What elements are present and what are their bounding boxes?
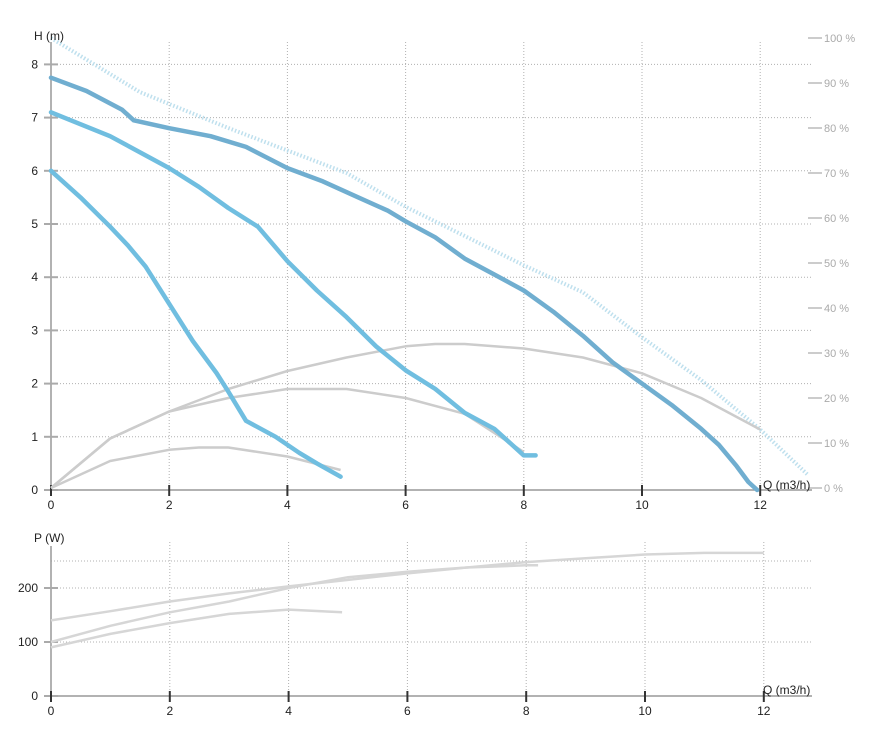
power-y-tick-label: 200 bbox=[18, 581, 38, 595]
efficiency-tick-label: 10 % bbox=[824, 438, 849, 450]
power-curves bbox=[50, 551, 764, 649]
head-x-tick-label: 4 bbox=[284, 498, 291, 512]
total-efficiency-curve bbox=[49, 36, 809, 476]
efficiency-tick-label: 50 % bbox=[824, 258, 849, 270]
head-curve-2 bbox=[48, 110, 538, 458]
head-y-tick-label: 0 bbox=[31, 483, 38, 497]
efficiency-tick-label: 90 % bbox=[824, 78, 849, 90]
efficiency-tick-label: 40 % bbox=[824, 303, 849, 315]
power-axis-title: P (W) bbox=[34, 531, 64, 545]
efficiency-tick-label: 100 % bbox=[824, 33, 855, 45]
head-chart-grid bbox=[51, 42, 812, 490]
head-y-tick-label: 8 bbox=[31, 57, 38, 71]
head-chart-axes bbox=[44, 37, 822, 496]
head-y-tick-label: 3 bbox=[31, 323, 38, 337]
power-x-axis-title: Q (m3/h) bbox=[763, 683, 810, 697]
head-y-tick-label: 7 bbox=[31, 111, 38, 125]
power-x-tick-label: 2 bbox=[166, 704, 173, 718]
power-x-tick-label: 4 bbox=[285, 704, 292, 718]
power-y-tick-label: 0 bbox=[31, 689, 38, 703]
head-x-tick-label: 6 bbox=[402, 498, 409, 512]
power-curve-2 bbox=[50, 564, 539, 644]
power-chart: 0 100 200 0 2 4 6 8 10 12 P (W) Q (m3/h) bbox=[18, 531, 812, 718]
power-x-tick-label: 8 bbox=[523, 704, 530, 718]
head-curves bbox=[48, 75, 760, 493]
head-x-axis-title: Q (m3/h) bbox=[763, 478, 810, 492]
efficiency-curve bbox=[50, 342, 761, 489]
efficiency-tick-label: 80 % bbox=[824, 123, 849, 135]
power-chart-grid bbox=[51, 542, 812, 696]
efficiency-tick-label: 60 % bbox=[824, 213, 849, 225]
head-x-tick-label: 12 bbox=[754, 498, 768, 512]
head-y-tick-label: 2 bbox=[31, 377, 38, 391]
head-x-tick-label: 0 bbox=[48, 498, 55, 512]
efficiency-curves bbox=[49, 36, 809, 490]
efficiency-tick-label: 30 % bbox=[824, 348, 849, 360]
power-curve-1 bbox=[50, 551, 764, 622]
efficiency-curve bbox=[50, 387, 525, 489]
power-y-tick-label: 100 bbox=[18, 635, 38, 649]
power-x-tick-label: 6 bbox=[404, 704, 411, 718]
head-axis-title: H (m) bbox=[34, 29, 64, 43]
head-y-tick-label: 5 bbox=[31, 217, 38, 231]
efficiency-tick-label: 0 % bbox=[824, 483, 843, 495]
power-curve-3 bbox=[50, 608, 343, 649]
head-x-tick-label: 10 bbox=[635, 498, 649, 512]
head-y-tick-label: 6 bbox=[31, 164, 38, 178]
head-curve-3 bbox=[48, 168, 343, 479]
efficiency-tick-label: 20 % bbox=[824, 393, 849, 405]
head-x-tick-label: 8 bbox=[520, 498, 527, 512]
power-x-tick-label: 10 bbox=[638, 704, 652, 718]
efficiency-curve bbox=[50, 446, 341, 490]
head-y-tick-label: 4 bbox=[31, 270, 38, 284]
head-y-tick-label: 1 bbox=[31, 430, 38, 444]
power-chart-labels: 0 100 200 0 2 4 6 8 10 12 bbox=[18, 581, 771, 718]
power-x-tick-label: 0 bbox=[48, 704, 55, 718]
efficiency-tick-label: 70 % bbox=[824, 168, 849, 180]
head-x-tick-label: 2 bbox=[166, 498, 173, 512]
head-curve-1 bbox=[48, 75, 760, 493]
power-x-tick-label: 12 bbox=[757, 704, 771, 718]
